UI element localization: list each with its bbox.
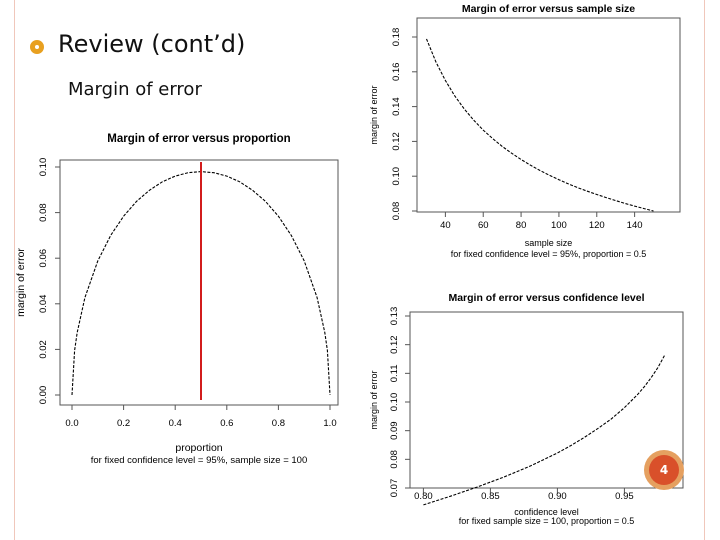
- chart-title: Margin of error versus sample size: [462, 3, 635, 15]
- y-tick-label: 0.12: [391, 132, 402, 151]
- x-tick-label: 0.90: [548, 491, 567, 502]
- slide-heading: Review (cont’d): [58, 30, 246, 58]
- y-tick-label: 0.02: [38, 340, 49, 359]
- y-tick-label: 0.04: [38, 295, 49, 314]
- x-axis-label: confidence level: [514, 507, 579, 517]
- plot-frame: [409, 311, 684, 489]
- x-tick-label: 0.6: [220, 418, 233, 429]
- page-number-badge: 4: [644, 450, 684, 490]
- slide-subheading: Margin of error: [68, 79, 202, 100]
- y-tick-label: 0.00: [38, 386, 49, 405]
- x-tick-label: 0.80: [414, 491, 433, 502]
- y-axis-label: margin of error: [369, 85, 379, 144]
- y-axis-label: margin of error: [369, 370, 379, 429]
- x-tick-label: 0.85: [481, 491, 500, 502]
- y-tick-label: 0.11: [389, 364, 400, 382]
- plot-frame: [416, 17, 681, 213]
- y-tick-label: 0.10: [391, 167, 402, 186]
- x-tick-label: 0.2: [117, 418, 130, 429]
- x-tick-label: 40: [440, 220, 451, 231]
- x-axis-label: sample size: [525, 238, 573, 248]
- y-tick-label: 0.12: [389, 335, 400, 354]
- x-tick-label: 0.95: [615, 491, 634, 502]
- chart-title: Margin of error versus proportion: [107, 133, 290, 145]
- y-axis-label: margin of error: [15, 248, 27, 317]
- x-tick-label: 80: [516, 220, 527, 231]
- page-number: 4: [649, 455, 679, 485]
- y-tick-label: 0.07: [389, 479, 400, 498]
- x-axis-sublabel: for fixed confidence level = 95%, propor…: [451, 249, 647, 259]
- x-tick-label: 140: [627, 220, 643, 231]
- y-tick-label: 0.18: [391, 28, 402, 47]
- y-tick-label: 0.08: [391, 202, 402, 221]
- x-tick-label: 0.0: [65, 418, 78, 429]
- left-border-line: [14, 0, 15, 540]
- bullet-icon: [30, 40, 44, 54]
- x-tick-label: 100: [551, 220, 567, 231]
- x-tick-label: 60: [478, 220, 489, 231]
- plot-frame: [59, 159, 339, 406]
- x-axis-sublabel: for fixed sample size = 100, proportion …: [459, 516, 635, 526]
- y-tick-label: 0.08: [38, 203, 49, 222]
- chart-margin-vs-proportion: Margin of error versus proportion 0.0 0.2 0…: [15, 133, 339, 466]
- chart-margin-vs-confidence-level: Margin of error versus confidence level 0…: [369, 292, 684, 526]
- x-tick-label: 0.8: [272, 418, 285, 429]
- right-border-line: [704, 0, 705, 540]
- y-tick-label: 0.14: [391, 97, 402, 116]
- y-tick-label: 0.13: [389, 307, 400, 326]
- x-axis-label: proportion: [175, 442, 222, 454]
- y-tick-label: 0.06: [38, 249, 49, 268]
- series-line: [425, 38, 654, 212]
- chart-title: Margin of error versus confidence level: [448, 292, 644, 304]
- y-tick-label: 0.16: [391, 63, 402, 82]
- y-tick-label: 0.08: [389, 450, 400, 469]
- y-tick-label: 0.10: [38, 158, 49, 177]
- series-line: [423, 355, 666, 506]
- y-tick-label: 0.09: [389, 421, 400, 440]
- x-axis-sublabel: for fixed confidence level = 95%, sample…: [91, 455, 308, 466]
- y-tick-label: 0.10: [389, 393, 400, 412]
- x-tick-label: 0.4: [169, 418, 182, 429]
- x-tick-label: 120: [589, 220, 605, 231]
- x-tick-label: 1.0: [323, 418, 336, 429]
- chart-margin-vs-sample-size: Margin of error versus sample size 40 60 80…: [369, 3, 681, 259]
